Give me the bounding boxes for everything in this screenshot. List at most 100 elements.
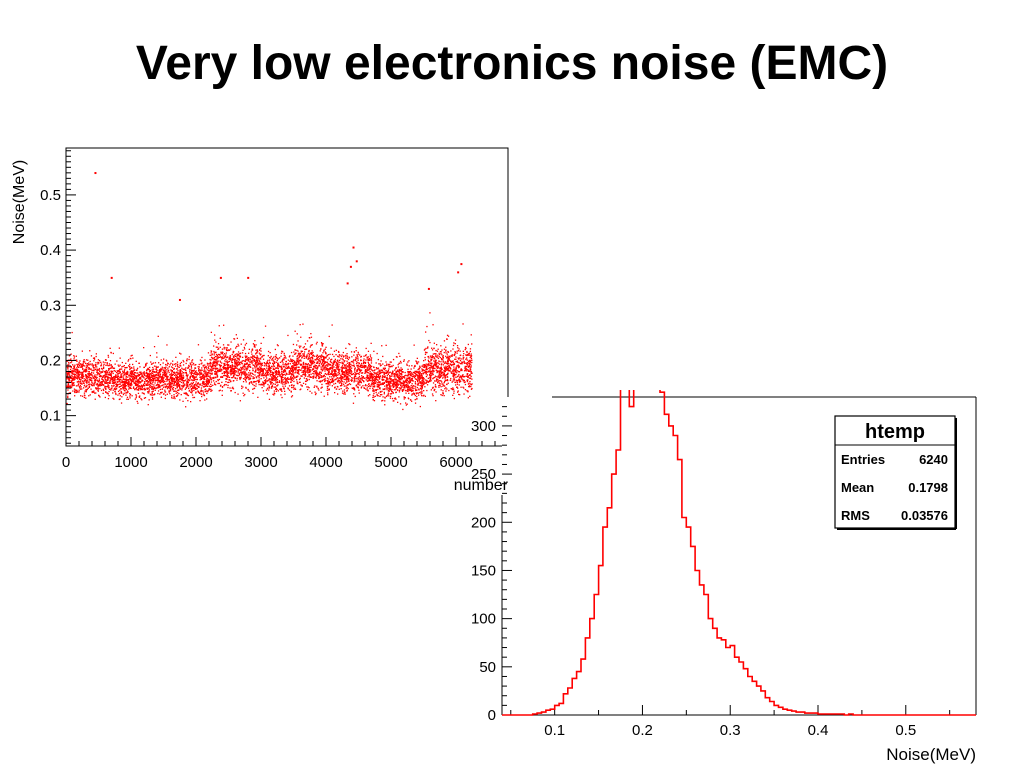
scatter-point <box>369 372 371 375</box>
scatter-point <box>219 367 221 369</box>
scatter-point <box>97 361 99 364</box>
scatter-point <box>307 363 309 365</box>
scatter-point <box>259 363 261 365</box>
scatter-point <box>191 383 194 385</box>
scatter-point <box>268 398 271 400</box>
scatter-point <box>202 376 204 378</box>
scatter-point <box>366 389 368 391</box>
scatter-point <box>94 398 96 400</box>
scatter-point <box>157 366 159 368</box>
scatter-point <box>259 368 261 371</box>
scatter-point <box>80 379 82 381</box>
scatter-point <box>211 389 213 392</box>
scatter-point <box>414 389 417 392</box>
scatter-point <box>85 391 87 393</box>
scatter-point <box>299 353 301 355</box>
scatter-point <box>245 387 247 389</box>
scatter-point <box>153 384 155 386</box>
scatter-point <box>276 385 278 387</box>
scatter-point <box>219 385 222 387</box>
scatter-point <box>129 384 131 386</box>
scatter-point <box>112 379 114 381</box>
scatter-point <box>326 367 328 369</box>
scatter-point <box>78 366 80 368</box>
scatter-point <box>153 346 156 348</box>
scatter-point <box>189 372 192 374</box>
scatter-point <box>247 368 249 370</box>
scatter-point <box>139 373 142 375</box>
scatter-point <box>125 387 127 390</box>
scatter-point <box>359 384 361 386</box>
scatter-point <box>148 381 150 383</box>
scatter-point <box>214 334 216 336</box>
scatter-point <box>255 371 257 373</box>
scatter-point <box>166 344 168 346</box>
scatter-point <box>145 383 147 386</box>
scatter-point <box>218 370 220 372</box>
scatter-point <box>95 379 97 382</box>
scatter-point <box>328 381 331 383</box>
scatter-point <box>244 371 247 373</box>
scatter-point <box>416 363 419 365</box>
scatter-point <box>171 383 174 385</box>
scatter-point <box>227 384 229 386</box>
scatter-point <box>297 366 299 368</box>
scatter-point <box>107 377 109 380</box>
scatter-point <box>403 381 405 383</box>
scatter-point <box>124 372 126 374</box>
scatter-point <box>253 387 256 389</box>
scatter-point <box>251 349 254 351</box>
scatter-point <box>281 383 284 385</box>
scatter-point <box>135 394 137 396</box>
scatter-point <box>308 370 310 372</box>
scatter-point <box>371 374 373 376</box>
scatter-point <box>82 381 84 383</box>
scatter-point <box>172 363 174 365</box>
scatter-point <box>367 361 369 363</box>
scatter-point <box>278 371 280 373</box>
scatter-point <box>259 372 261 374</box>
scatter-point <box>179 369 182 371</box>
scatter-point <box>213 362 215 364</box>
scatter-point <box>203 384 205 386</box>
scatter-point <box>248 348 250 350</box>
scatter-point <box>262 369 264 372</box>
scatter-point <box>132 376 135 378</box>
scatter-point <box>361 378 363 380</box>
scatter-point <box>401 378 404 380</box>
scatter-point <box>67 396 69 399</box>
scatter-point <box>222 354 225 356</box>
scatter-point <box>317 376 320 378</box>
scatter-point <box>241 367 244 369</box>
scatter-point <box>123 378 125 380</box>
scatter-point <box>120 374 122 376</box>
scatter-point <box>303 366 305 368</box>
scatter-point <box>126 373 128 375</box>
scatter-point <box>304 369 306 371</box>
scatter-point <box>205 383 208 386</box>
scatter-point <box>349 372 351 374</box>
scatter-point <box>245 373 247 375</box>
scatter-point <box>209 358 211 361</box>
scatter-point <box>340 377 342 380</box>
scatter-point <box>231 361 233 363</box>
scatter-point <box>190 364 192 366</box>
scatter-point <box>179 370 182 373</box>
scatter-point <box>364 361 367 364</box>
scatter-point <box>185 392 187 394</box>
scatter-point <box>333 369 335 371</box>
scatter-point <box>417 377 419 379</box>
scatter-point <box>172 378 174 380</box>
scatter-point <box>328 369 330 371</box>
scatter-point <box>172 364 174 366</box>
scatter-point <box>320 375 322 377</box>
scatter-point <box>232 380 234 382</box>
scatter-point <box>365 372 367 374</box>
scatter-point <box>158 371 161 373</box>
scatter-point <box>139 377 141 380</box>
scatter-point <box>109 380 111 383</box>
scatter-point <box>71 374 73 376</box>
scatter-point <box>193 378 196 380</box>
scatter-point <box>277 371 279 374</box>
scatter-point <box>200 393 202 395</box>
